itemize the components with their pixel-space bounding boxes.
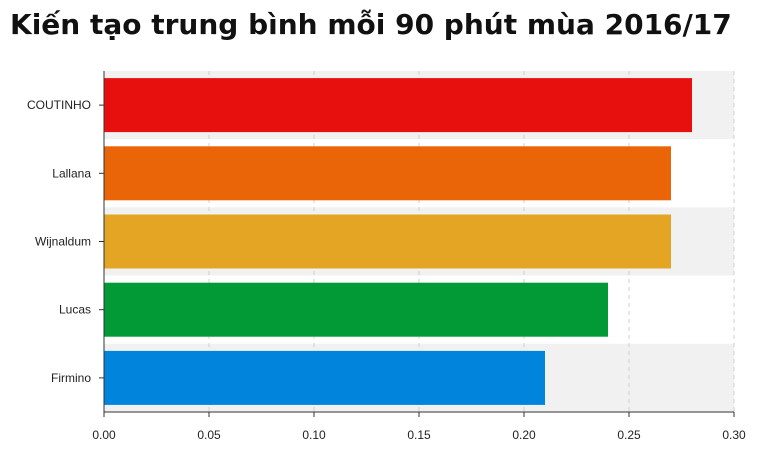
x-tick-label: 0.00: [92, 428, 116, 442]
x-tick-label: 0.05: [197, 428, 221, 442]
x-tick-labels: 0.00 0.05 0.10 0.15 0.20 0.25 0.30: [92, 428, 746, 442]
category-label: Firmino: [51, 371, 91, 385]
bar-lallana: [104, 146, 671, 201]
bar-firmino: [104, 350, 545, 405]
bar-coutinho: [104, 78, 692, 133]
chart-title: Kiến tạo trung bình mỗi 90 phút mùa 2016…: [10, 8, 732, 41]
bar-lucas: [104, 282, 608, 337]
bars: [104, 78, 692, 405]
category-label: Lucas: [59, 303, 91, 317]
x-tick-label: 0.10: [302, 428, 326, 442]
x-tick-label: 0.15: [407, 428, 431, 442]
axes: [99, 71, 735, 417]
category-labels: COUTINHO Lallana Wijnaldum Lucas Firmino: [27, 98, 91, 385]
category-label: COUTINHO: [27, 98, 91, 112]
x-tick-label: 0.25: [617, 428, 641, 442]
category-label: Lallana: [52, 166, 91, 180]
bar-wijnaldum: [104, 214, 671, 269]
category-label: Wijnaldum: [35, 235, 91, 249]
x-tick-label: 0.20: [512, 428, 536, 442]
x-tick-label: 0.30: [722, 428, 746, 442]
